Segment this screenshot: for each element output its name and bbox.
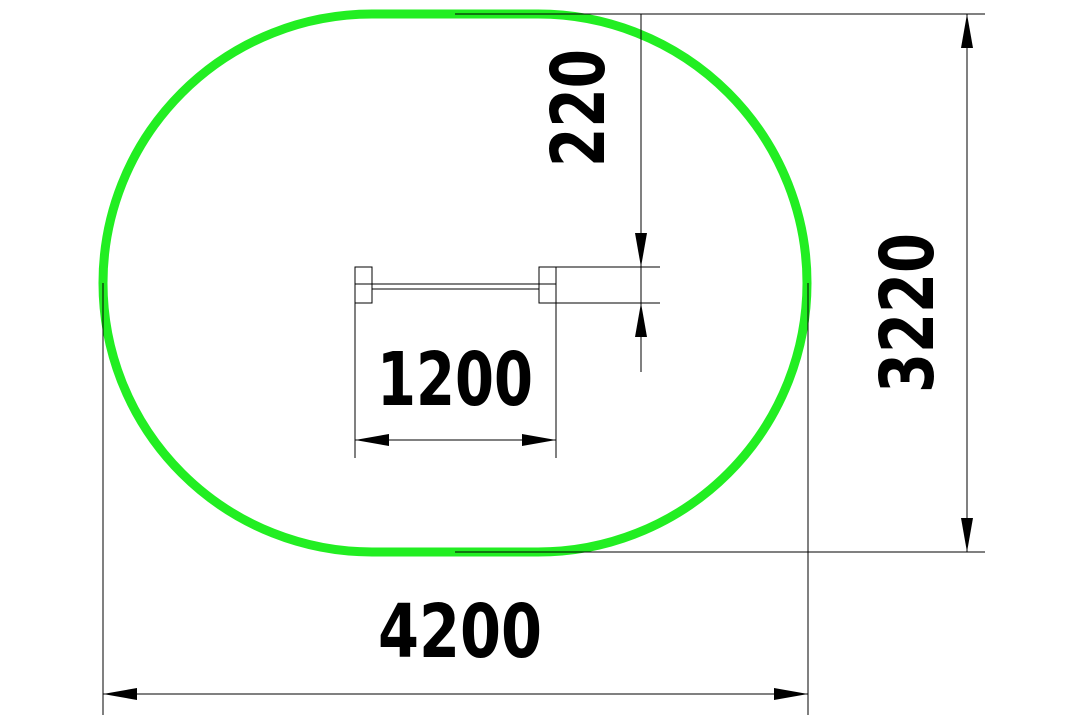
dimension-overall-length: 4200: [102, 283, 809, 715]
overall-width-label: 3220: [865, 233, 951, 393]
overall-length-label: 4200: [378, 589, 542, 675]
safety-zone-outline: [98, 9, 812, 557]
dimension-element-offset: 220: [536, 14, 660, 372]
left-post: [354, 266, 373, 304]
equipment-beam: [354, 266, 557, 304]
dimension-overall-width: 3220: [455, 13, 985, 553]
element-offset-label: 220: [536, 49, 622, 167]
element-length-label: 1200: [377, 337, 533, 423]
right-post: [538, 266, 557, 304]
dimension-element-length: 1200: [354, 303, 557, 458]
